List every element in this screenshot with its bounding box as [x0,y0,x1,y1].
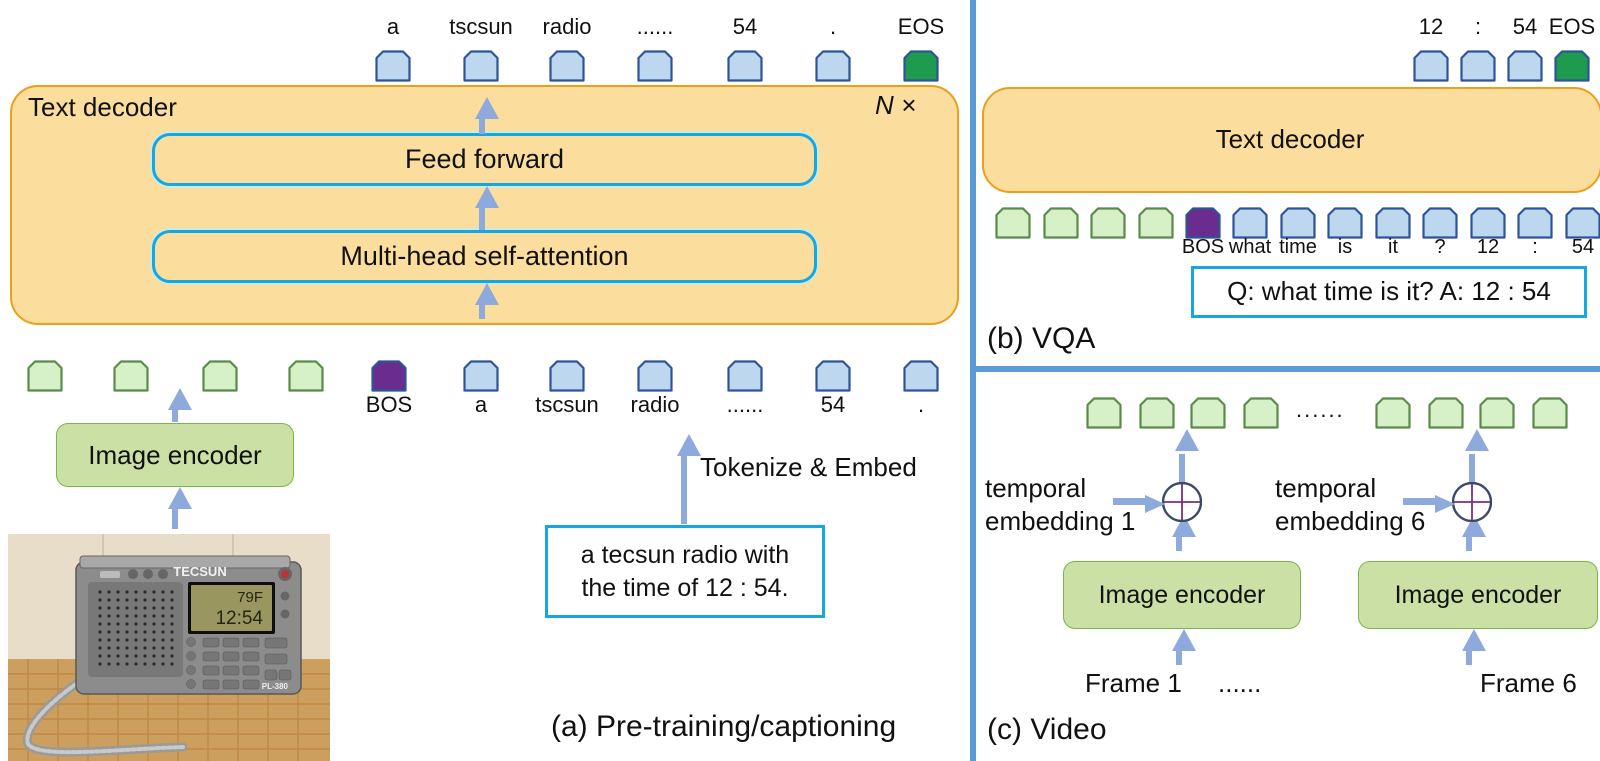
svg-text:12:54: 12:54 [215,608,263,629]
svg-text:PL-380: PL-380 [262,682,289,691]
svg-text:TECSUN: TECSUN [173,564,226,579]
svg-text:79F: 79F [237,589,263,606]
